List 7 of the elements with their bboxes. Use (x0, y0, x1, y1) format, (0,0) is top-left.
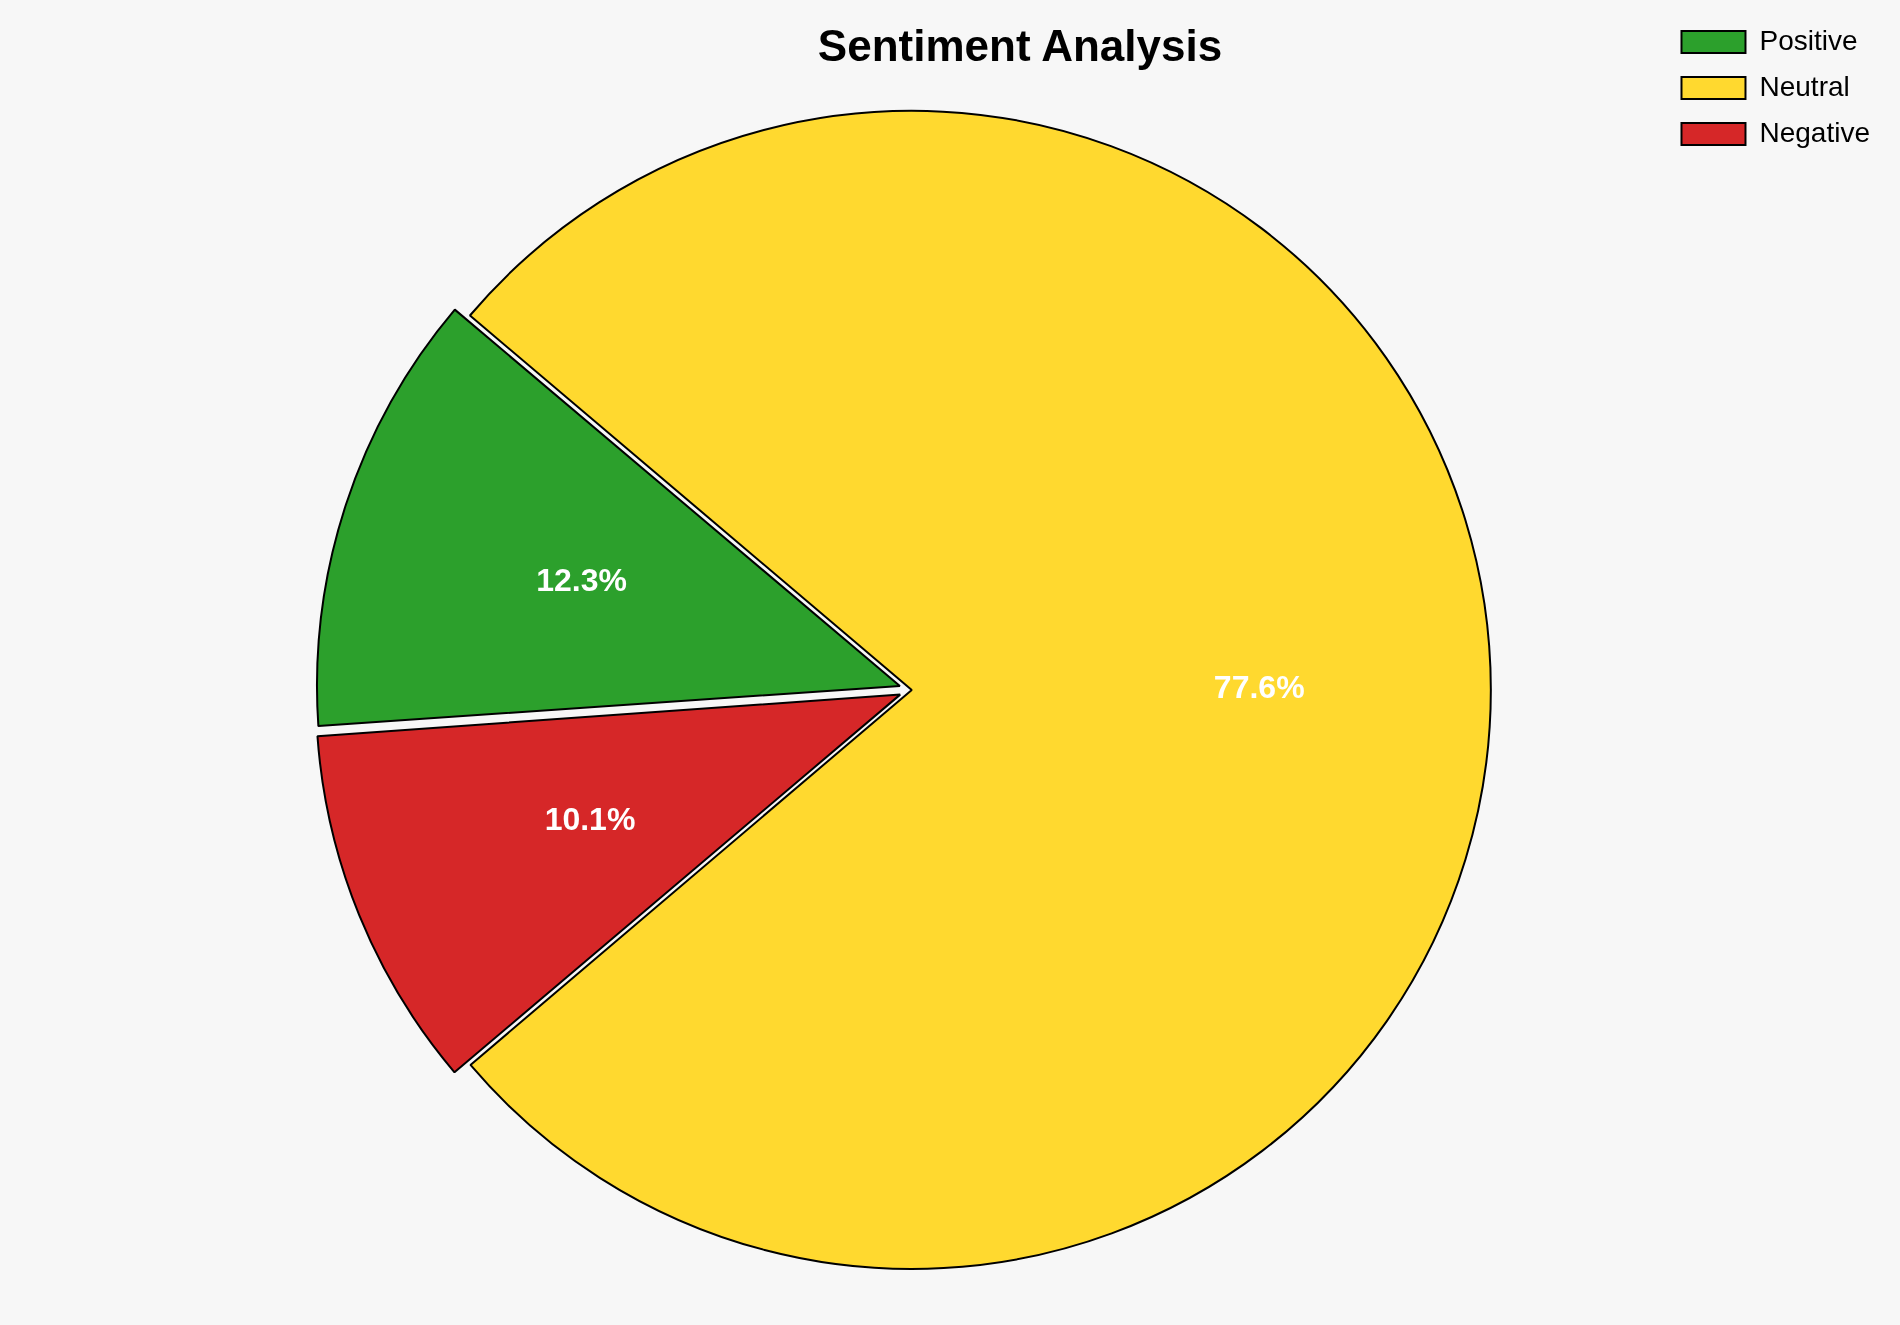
chart-title: Sentiment Analysis (817, 20, 1223, 70)
legend-label: Positive (1759, 24, 1858, 56)
data-label: 12.3% (536, 561, 627, 598)
data-label: 10.1% (544, 800, 636, 837)
data-label: 77.6% (1213, 669, 1305, 706)
legend-label: Negative (1759, 116, 1871, 148)
legend-label: Neutral (1759, 70, 1850, 102)
